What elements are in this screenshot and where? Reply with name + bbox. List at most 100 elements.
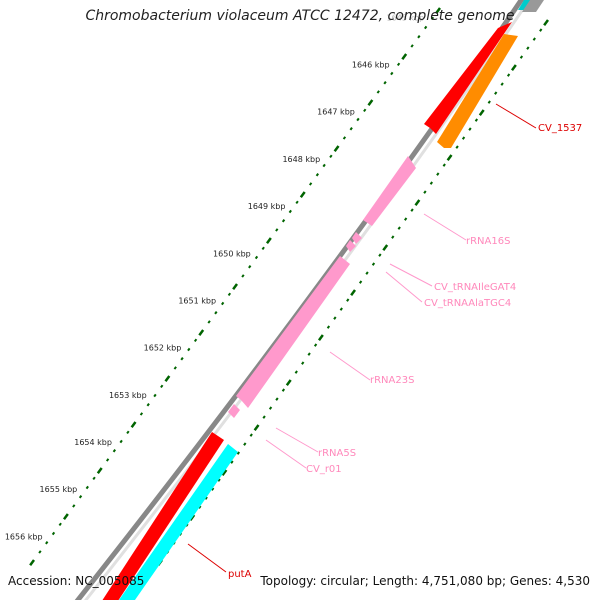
minor-tick — [301, 361, 305, 365]
minor-tick — [494, 91, 498, 95]
minor-tick — [391, 235, 395, 239]
minor-tick — [532, 37, 536, 41]
cds-feature-top-grey[interactable] — [522, 0, 544, 12]
outer-tick-marks — [29, 7, 442, 566]
minor-tick — [243, 442, 247, 446]
minor-tick — [38, 550, 42, 554]
cds-feature-cv-1537[interactable] — [437, 34, 518, 148]
major-tick — [285, 379, 292, 386]
minor-tick — [211, 487, 215, 491]
minor-tick — [254, 255, 259, 260]
tick-label: 1654 kbp — [74, 438, 112, 447]
major-tick — [62, 513, 69, 520]
minor-tick — [365, 271, 369, 275]
minor-tick — [198, 505, 202, 509]
minor-tick — [288, 209, 292, 214]
genome-summary-text: Topology: circular; Length: 4,751,080 bp… — [260, 574, 590, 588]
feature-label[interactable]: CV_tRNAAlaTGC4 — [424, 298, 511, 309]
minor-tick — [268, 406, 273, 410]
major-tick — [350, 289, 357, 296]
minor-tick — [430, 16, 435, 21]
major-tick — [29, 559, 36, 566]
minor-tick — [326, 325, 331, 329]
minor-tick — [281, 219, 286, 223]
feature-label[interactable]: rRNA5S — [318, 448, 356, 459]
minor-tick — [262, 415, 266, 419]
minor-tick — [217, 478, 221, 482]
minor-tick — [126, 430, 130, 435]
minor-tick — [461, 136, 466, 140]
tick-label: 1653 kbp — [109, 391, 147, 400]
minor-tick — [241, 274, 245, 278]
minor-tick — [92, 476, 96, 481]
rna-feature-trna-ile[interactable] — [352, 232, 362, 244]
minor-tick — [78, 495, 83, 499]
cds-feature-red-lower[interactable] — [96, 432, 224, 600]
minor-tick — [404, 217, 408, 221]
minor-tick — [390, 71, 394, 76]
major-tick — [446, 154, 453, 161]
minor-tick — [506, 73, 511, 77]
minor-tick — [383, 81, 387, 85]
map-title: Chromobacterium violaceum ATCC 12472, co… — [85, 8, 515, 24]
minor-tick — [204, 496, 208, 500]
minor-tick — [72, 504, 76, 508]
minor-tick — [333, 316, 337, 320]
minor-tick — [227, 292, 232, 297]
minor-tick — [539, 28, 543, 32]
minor-tick — [429, 181, 434, 185]
minor-tick — [281, 388, 286, 392]
major-tick — [333, 145, 340, 152]
feature-label[interactable]: CV_tRNAIleGAT4 — [434, 282, 516, 293]
feature-label[interactable]: rRNA23S — [370, 375, 414, 386]
major-tick — [510, 64, 517, 71]
rna-feature-rrna16s[interactable] — [363, 156, 416, 226]
minor-tick — [187, 347, 191, 352]
minor-tick — [339, 307, 343, 311]
major-tick — [435, 7, 442, 14]
feature-label[interactable]: CV_r01 — [306, 464, 342, 475]
minor-tick — [487, 100, 491, 104]
feature-label[interactable]: CV_1537 — [538, 123, 582, 134]
major-tick — [478, 109, 485, 116]
tick-label: 1647 kbp — [317, 108, 355, 117]
major-tick — [221, 469, 228, 476]
minor-tick — [207, 320, 211, 324]
minor-tick — [397, 226, 401, 230]
rna-feature-rrna23s[interactable] — [236, 256, 350, 408]
minor-tick — [519, 55, 524, 59]
minor-tick — [160, 384, 164, 389]
cds-feature-puta[interactable] — [112, 444, 238, 600]
minor-tick — [468, 127, 472, 131]
feature-leader-lines — [187, 103, 537, 573]
tick-label: 1645 kbp — [387, 13, 425, 22]
minor-tick — [105, 458, 110, 462]
tick-label: 1651 kbp — [178, 296, 216, 305]
major-tick — [130, 421, 137, 428]
tick-label: 1648 kbp — [282, 155, 320, 164]
major-tick — [265, 237, 272, 244]
minor-tick — [526, 46, 530, 50]
major-tick — [253, 424, 260, 431]
cds-feature-red-upper[interactable] — [424, 22, 512, 134]
major-tick — [96, 467, 103, 474]
accession-text: Accession: NC_005085 — [8, 574, 145, 588]
rna-feature-rrna5s[interactable] — [228, 404, 240, 418]
minor-tick — [378, 253, 382, 257]
major-tick — [367, 99, 374, 106]
minor-tick — [455, 145, 459, 149]
rna-feature-trna-ala[interactable] — [346, 240, 356, 252]
feature-label[interactable]: putA — [228, 569, 252, 580]
minor-tick — [329, 154, 333, 159]
minor-tick — [322, 163, 326, 168]
minor-tick — [376, 90, 380, 94]
major-tick — [543, 19, 550, 26]
minor-tick — [230, 460, 234, 464]
minor-tick — [275, 228, 279, 232]
minor-tick — [146, 403, 150, 407]
major-tick — [164, 375, 171, 382]
minor-tick — [396, 62, 401, 67]
feature-label[interactable]: rRNA16S — [466, 236, 510, 247]
minor-tick — [236, 451, 241, 455]
minor-tick — [119, 439, 123, 444]
